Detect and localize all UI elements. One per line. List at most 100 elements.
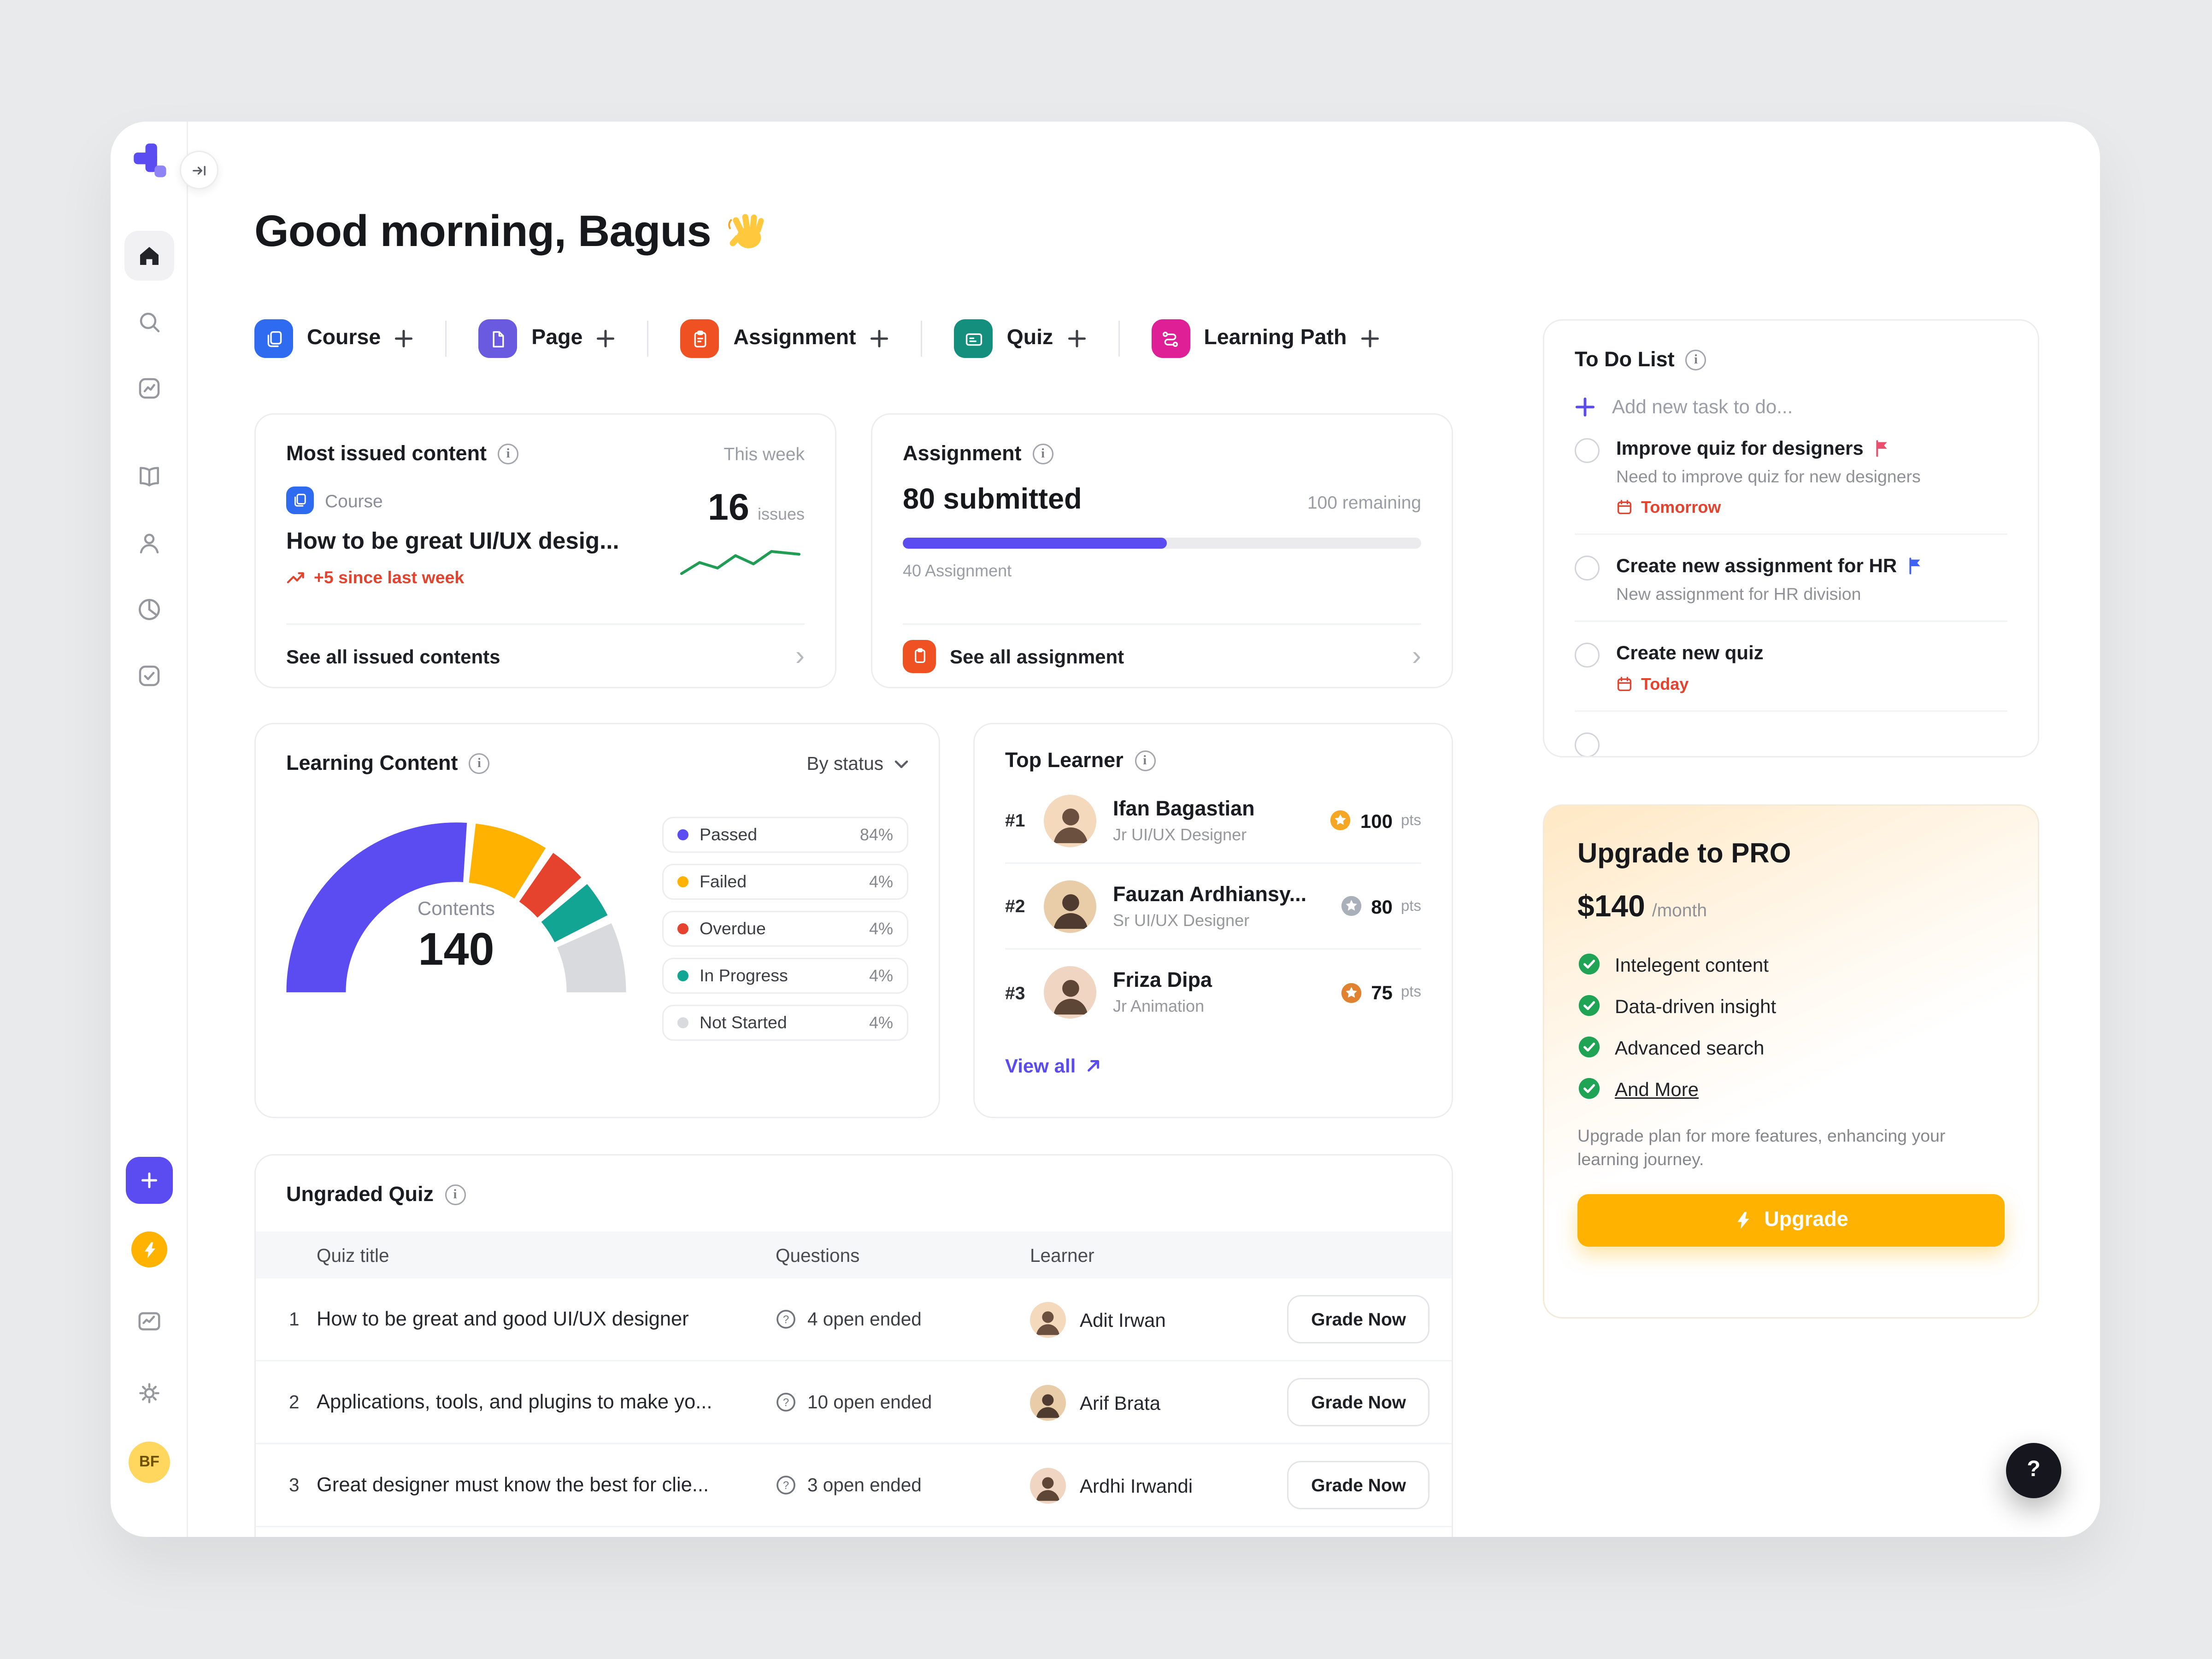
issue-count: 16 [707, 487, 749, 528]
row-number: 2 [289, 1392, 300, 1413]
task-subtitle: New assignment for HR division [1616, 585, 1861, 604]
upgrade-description: Upgrade plan for more features, enhancin… [1577, 1126, 1946, 1169]
view-all-link[interactable]: View all [1005, 1055, 1421, 1077]
trend-label: +5 since last week [314, 568, 465, 587]
content-type-label: Course [325, 490, 383, 511]
sidebar-item-analytics[interactable] [124, 363, 174, 413]
grade-now-button[interactable]: Grade Now [1288, 1378, 1430, 1426]
task-checkbox[interactable] [1575, 438, 1600, 463]
check-circle-icon [1577, 1077, 1601, 1100]
feature-label: And More [1615, 1077, 1699, 1100]
app-logo [129, 140, 170, 181]
add-task-placeholder: Add new task to do... [1612, 395, 1793, 417]
pie-chart-icon [135, 596, 163, 623]
status-filter-dropdown[interactable]: By status [806, 753, 908, 774]
quiz-title: Applications, tools, and plugins to make… [317, 1391, 712, 1413]
plus-icon [596, 329, 616, 348]
feature-label: Advanced search [1615, 1036, 1765, 1058]
quick-action-quiz[interactable]: Quiz [954, 319, 1087, 358]
info-icon[interactable] [498, 444, 519, 464]
quick-action-page[interactable]: Page [479, 319, 616, 358]
feature-item: Intelegent content [1577, 952, 2005, 976]
calendar-icon [1617, 500, 1632, 515]
column-header-questions: Questions [776, 1244, 860, 1266]
top-learner-row[interactable]: #3 Friza Dipa Jr Animation 75 pts [1005, 950, 1421, 1035]
quick-action-label: Quiz [1006, 326, 1053, 350]
add-task-input[interactable]: Add new task to do... [1575, 395, 2007, 417]
sidebar-collapse-button[interactable] [180, 151, 218, 189]
task-due-row: Today [1616, 674, 2007, 694]
contents-gauge-chart: Contents 140 [286, 817, 626, 1001]
svg-text:?: ? [783, 1396, 789, 1409]
legend-value: 4% [869, 919, 893, 938]
quick-action-learning-path[interactable]: Learning Path [1151, 319, 1380, 358]
sidebar-item-courses[interactable] [124, 452, 174, 502]
chevron-down-icon [894, 760, 908, 768]
task-title: Improve quiz for designers [1616, 437, 1864, 459]
lightning-icon [1734, 1210, 1753, 1230]
user-avatar[interactable]: BF [129, 1442, 170, 1483]
sidebar-item-learners[interactable] [124, 518, 174, 568]
points-value: 75 [1371, 981, 1393, 1003]
sparkline-chart [680, 550, 800, 575]
legend-item-passed: Passed 84% [662, 817, 908, 853]
column-header-quiz-title: Quiz title [317, 1244, 389, 1266]
quick-action-label: Assignment [733, 326, 856, 350]
info-icon[interactable] [1685, 350, 1706, 370]
top-learner-row[interactable]: #1 Ifan Bagastian Jr UI/UX Designer 100 … [1005, 778, 1421, 864]
task-checkbox[interactable] [1575, 643, 1600, 668]
learner-name: Adit Irwan [1080, 1308, 1166, 1331]
sidebar-item-search[interactable] [124, 297, 174, 347]
sidebar-boost-button[interactable] [131, 1231, 167, 1267]
question-count: 4 open ended [807, 1309, 922, 1330]
chart-square-icon [135, 375, 163, 402]
top-learner-row[interactable]: #2 Fauzan Ardhiansy... Sr UI/UX Designer… [1005, 864, 1421, 950]
medal-icon [1339, 981, 1363, 1004]
legend-label: Passed [700, 825, 758, 844]
sidebar-item-home[interactable] [124, 231, 174, 281]
info-icon[interactable] [445, 1184, 466, 1205]
task-subtitle: Need to improve quiz for new designers [1616, 467, 1921, 487]
row-number: 1 [289, 1309, 300, 1330]
sidebar-item-reports[interactable] [124, 585, 174, 634]
plus-icon [1067, 329, 1086, 348]
sidebar-item-activity[interactable] [124, 1296, 174, 1346]
quiz-table-row: 1 How to be great and good UI/UX designe… [256, 1278, 1452, 1361]
see-all-assignment-link[interactable]: See all assignment [903, 623, 1421, 687]
avatar-initials: BF [139, 1454, 159, 1471]
collapse-arrow-icon [190, 161, 208, 179]
filter-label: By status [806, 753, 883, 774]
task-checkbox[interactable] [1575, 556, 1600, 580]
sidebar-add-button[interactable] [126, 1157, 173, 1204]
check-square-icon [135, 662, 163, 690]
grade-now-button[interactable]: Grade Now [1288, 1295, 1430, 1343]
task-due-label: Tomorrow [1641, 498, 1721, 517]
feature-item-more[interactable]: And More [1577, 1077, 2005, 1100]
upgrade-button[interactable]: Upgrade [1577, 1194, 2005, 1247]
sidebar-item-tasks[interactable] [124, 651, 174, 701]
info-icon[interactable] [1032, 444, 1053, 464]
rank-label: #3 [1005, 982, 1025, 1003]
quick-action-course[interactable]: Course [254, 319, 414, 358]
task-checkbox[interactable] [1575, 733, 1600, 756]
help-button[interactable]: ? [2006, 1443, 2061, 1498]
gear-icon [135, 1379, 163, 1407]
submitted-count: 80 submitted [903, 484, 1082, 516]
legend-value: 4% [869, 1013, 893, 1032]
see-all-issued-link[interactable]: See all issued contents [286, 623, 805, 687]
trend-row: +5 since last week [286, 568, 619, 587]
info-icon[interactable] [469, 753, 490, 774]
plus-icon [1575, 396, 1595, 417]
course-icon [254, 319, 293, 358]
quick-action-label: Learning Path [1204, 326, 1347, 350]
legend-value: 4% [869, 872, 893, 891]
grade-now-button[interactable]: Grade Now [1288, 1461, 1430, 1509]
legend-label: Failed [700, 872, 747, 891]
learner-name: Fauzan Ardhiansy... [1113, 882, 1307, 906]
learner-role: Jr UI/UX Designer [1113, 824, 1247, 844]
info-icon[interactable] [1134, 750, 1155, 771]
todo-task: Create new quiz Today [1575, 622, 2007, 712]
sidebar-item-settings[interactable] [124, 1368, 174, 1418]
quiz-table-row: 2 Applications, tools, and plugins to ma… [256, 1361, 1452, 1444]
quick-action-assignment[interactable]: Assignment [681, 319, 889, 358]
